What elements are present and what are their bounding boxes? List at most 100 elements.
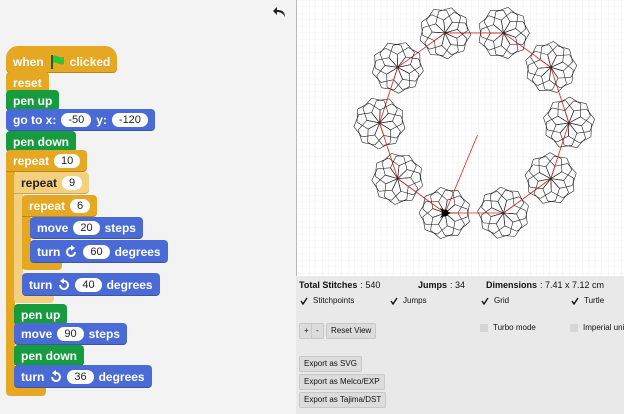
input-slot[interactable]: 6	[70, 199, 91, 213]
option[interactable]: Jumps	[390, 296, 427, 305]
option-label: Stitchpoints	[313, 296, 355, 305]
input-slot[interactable]: 10	[54, 154, 81, 168]
stitch-line	[550, 55, 557, 68]
move-block[interactable]: move 20 steps	[30, 217, 143, 239]
repeat-block[interactable]: repeat 6	[22, 195, 98, 217]
repeat-block[interactable]: repeat 10	[6, 150, 88, 172]
repeat-block[interactable]: repeat 9	[14, 172, 90, 194]
stitch-line	[563, 70, 567, 84]
checkbox[interactable]	[571, 297, 579, 305]
stitch-line	[525, 60, 530, 73]
input-slot[interactable]: -120	[111, 113, 148, 127]
checkbox[interactable]	[300, 297, 308, 305]
option[interactable]: Imperial units	[570, 323, 624, 332]
input-slot[interactable]: 36	[67, 369, 94, 384]
stitch-line	[438, 224, 446, 236]
block-text: degrees	[106, 277, 153, 292]
stitch-line	[399, 199, 413, 202]
stitch-line	[384, 196, 396, 205]
stitch-line	[437, 225, 448, 235]
stitch-line	[405, 56, 419, 60]
option[interactable]: Grid	[481, 296, 509, 305]
stitch-line	[523, 16, 526, 30]
stitch-line	[356, 121, 369, 130]
stitch-line	[547, 200, 561, 204]
option[interactable]: Stitchpoints	[300, 296, 354, 305]
stitch-line	[484, 191, 498, 196]
stitch-line	[434, 40, 437, 54]
stitch-line	[568, 110, 575, 124]
stitch-line	[522, 32, 530, 45]
view-button[interactable]: -	[311, 323, 324, 339]
stitch-line	[501, 45, 512, 55]
option[interactable]: Turbo mode	[480, 323, 536, 332]
stitch-line	[493, 11, 497, 25]
turn-block[interactable]: turn 36 degrees	[14, 365, 152, 388]
stitch-line	[452, 221, 456, 235]
checkbox[interactable]	[481, 297, 489, 305]
stitch-line	[358, 112, 372, 115]
block-text: degrees	[114, 244, 161, 259]
export-button[interactable]: Export as Melco/EXP	[299, 374, 385, 390]
stitch-line	[518, 196, 529, 207]
stitch-line	[483, 32, 491, 45]
turtle	[441, 209, 449, 217]
stitch-line	[503, 21, 511, 34]
view-button[interactable]: +	[299, 323, 314, 339]
export-button[interactable]: Export as SVG	[299, 356, 362, 372]
hat-block[interactable]: when clicked	[6, 46, 118, 73]
jump-line	[550, 67, 570, 124]
stitch-line	[562, 190, 574, 198]
input-slot[interactable]: 20	[73, 221, 100, 235]
stitch-line	[361, 134, 375, 138]
stitch-line	[494, 225, 506, 234]
pen-up-block[interactable]: pen up	[14, 304, 68, 325]
input-slot[interactable]: 90	[57, 327, 84, 341]
input-slot[interactable]: -50	[61, 113, 92, 127]
pen-down-block[interactable]: pen down	[6, 131, 76, 152]
stage	[296, 0, 624, 276]
stitch-line	[440, 187, 453, 193]
stitch-line	[501, 11, 512, 21]
stitch-line	[410, 52, 415, 65]
move-block[interactable]: move 90 steps	[14, 323, 127, 345]
stitch-line	[430, 230, 441, 239]
stitch-line	[503, 28, 516, 34]
stitch-line	[507, 49, 519, 59]
stitch-line	[586, 103, 591, 117]
pen-up-block[interactable]: pen up	[6, 90, 60, 111]
block-text: reset	[13, 75, 42, 90]
view-button[interactable]: Reset View	[326, 323, 377, 339]
stitch-line	[482, 228, 495, 234]
stitch-line	[391, 153, 404, 158]
input-slot[interactable]: 40	[75, 277, 102, 292]
stitch-line	[379, 113, 389, 124]
stitch-line	[561, 171, 574, 179]
checkbox[interactable]	[480, 323, 488, 332]
pen-down-block[interactable]: pen down	[14, 345, 84, 366]
checkbox[interactable]	[570, 323, 578, 332]
option[interactable]: Turtle	[571, 296, 604, 305]
stitch-line	[559, 82, 572, 89]
stat: Total Stitches: 540	[299, 280, 380, 290]
stitch-line	[547, 114, 557, 125]
stitch-line	[576, 131, 590, 134]
goto-block[interactable]: go to x: -50 y: -120	[6, 109, 155, 131]
stitch-line	[444, 29, 458, 34]
stitch-line	[581, 115, 591, 126]
stitch-line	[559, 132, 565, 146]
input-slot[interactable]: 9	[62, 176, 83, 190]
stitch-line	[362, 142, 375, 146]
block-text: turn	[29, 277, 53, 292]
turn-block[interactable]: turn 60 degrees	[30, 240, 168, 263]
reset-block[interactable]: reset	[6, 72, 49, 93]
input-slot[interactable]: 60	[83, 244, 110, 259]
stitch-line	[353, 126, 363, 138]
undo-button[interactable]	[272, 5, 288, 19]
turn-block[interactable]: turn 40 degrees	[22, 273, 160, 296]
export-button[interactable]: Export as Tajima/DST	[299, 392, 387, 408]
checkmark	[481, 297, 489, 305]
checkbox[interactable]	[390, 297, 398, 305]
stitch-line	[506, 196, 520, 201]
stitch-line	[446, 10, 453, 23]
